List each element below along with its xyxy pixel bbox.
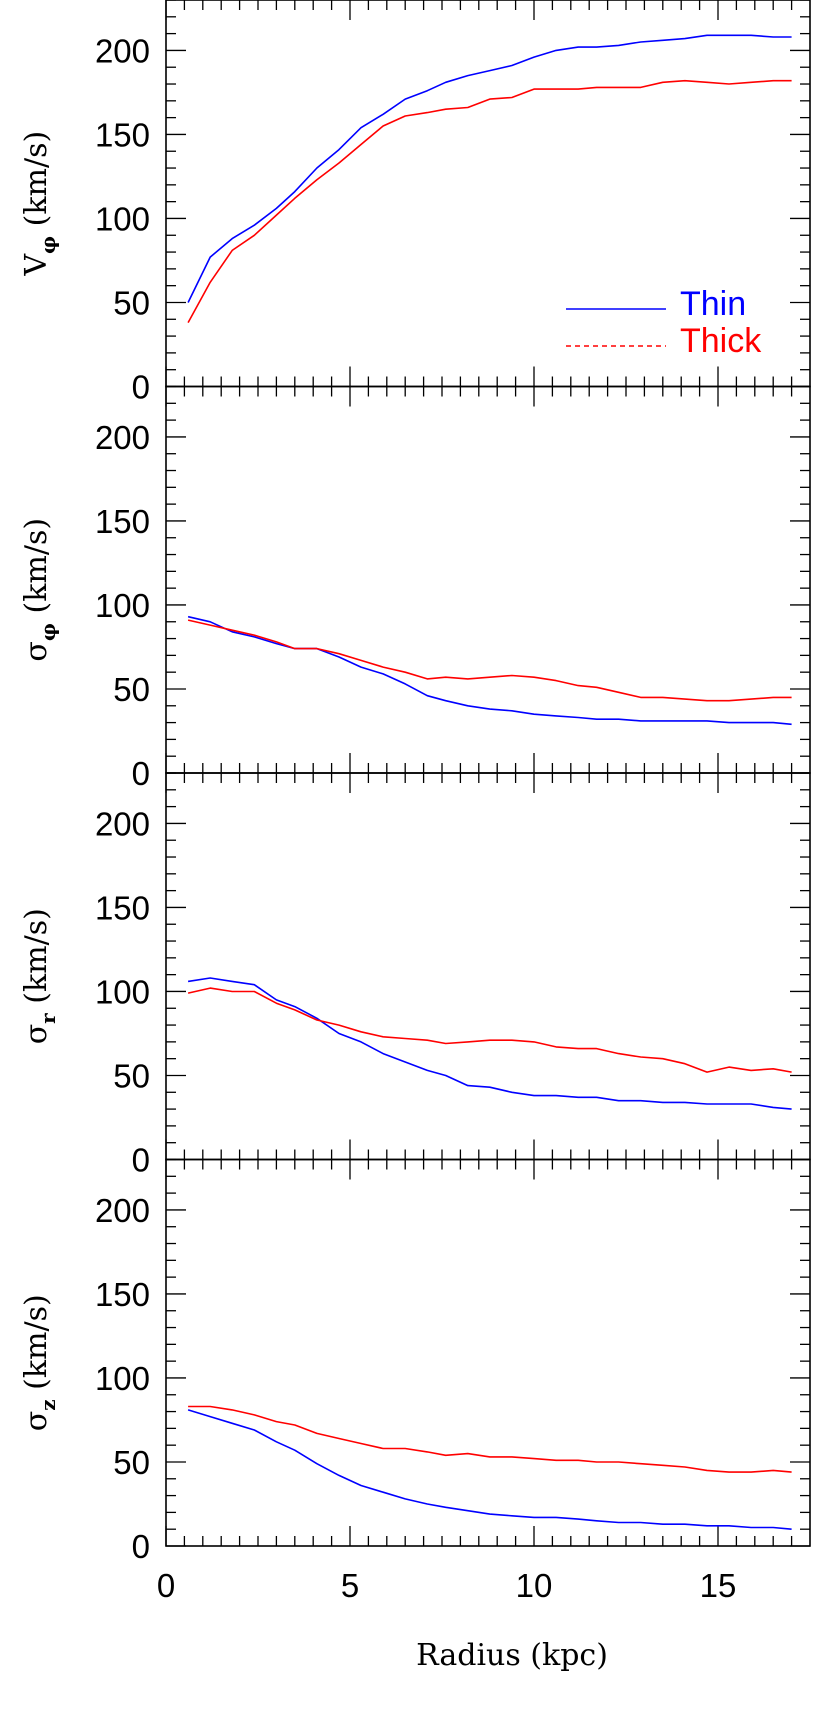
x-tick-label: 5 [341,1567,359,1604]
y-tick-label: 200 [95,32,150,69]
y-tick-label: 50 [113,1444,150,1481]
y-axis-label-units: (km/s) [19,1294,54,1399]
panel-frame [165,1158,811,1547]
y-axis-label-units: (km/s) [19,908,54,1013]
y-tick-label: 100 [95,587,150,624]
series-line-thin [187,1409,792,1530]
y-tick-label: 100 [95,973,150,1010]
x-axis-label: Radius (kpc) [416,1638,608,1673]
y-tick-label: 50 [113,284,150,321]
y-tick-label: 150 [95,503,150,540]
y-axis-label-symbol: σ [19,1024,54,1044]
x-tick-label: 0 [157,1567,175,1604]
y-tick-label: 100 [95,200,150,237]
y-axis-label: σz (km/s) [19,1294,60,1431]
panel-4: 0 50 100 150 200 σz (km/s) [19,1158,811,1565]
legend: Thin Thick [566,285,762,360]
y-tick-label: 150 [95,116,150,153]
series-line-thin [187,615,792,726]
series-line-thin [187,977,792,1110]
y-tick-label: 150 [95,889,150,926]
y-tick-label: 200 [95,805,150,842]
panel-1: 0 50 100 150 200 Vφ (km/s) [19,0,811,406]
y-axis-label-subscript: z [36,1399,60,1410]
y-axis-label-symbol: σ [19,1411,54,1431]
series-line-thick [187,619,792,702]
y-axis-label-symbol: σ [19,641,54,661]
y-tick-label: 0 [132,755,150,792]
x-tick-label: 15 [700,1567,737,1604]
y-tick-label: 0 [132,1142,150,1179]
y-axis-label: σφ (km/s) [19,518,60,662]
y-tick-label: 0 [132,369,150,406]
y-tick-label: 50 [113,1057,150,1094]
series-line-thin [187,34,792,303]
y-axis-label: σr (km/s) [19,908,60,1044]
y-tick-label: 150 [95,1276,150,1313]
series-line-thick [187,79,792,323]
y-axis-label-units: (km/s) [19,518,54,623]
y-axis-label-symbol: V [19,253,54,277]
panel-frame [165,385,811,774]
legend-label-thin: Thin [680,285,746,323]
y-tick-label: 100 [95,1360,150,1397]
panel-3: 0 50 100 150 200 σr (km/s) [19,772,811,1179]
x-tick-label: 10 [516,1567,553,1604]
panel-frame [165,772,811,1161]
series-line-thick [188,1405,792,1473]
y-axis-label-subscript: φ [36,236,60,254]
y-tick-label: 50 [113,671,150,708]
y-axis-label-subscript: φ [36,623,60,641]
y-axis-label-subscript: r [36,1013,60,1024]
y-axis-label-units: (km/s) [19,131,54,236]
y-axis-label: Vφ (km/s) [19,131,60,277]
series-line-thick [187,987,792,1073]
y-tick-label: 0 [132,1528,150,1565]
y-tick-label: 200 [95,1192,150,1229]
legend-label-thick: Thick [680,322,762,360]
y-tick-label: 200 [95,419,150,456]
panel-2: 0 50 100 150 200 σφ (km/s) [19,385,811,792]
